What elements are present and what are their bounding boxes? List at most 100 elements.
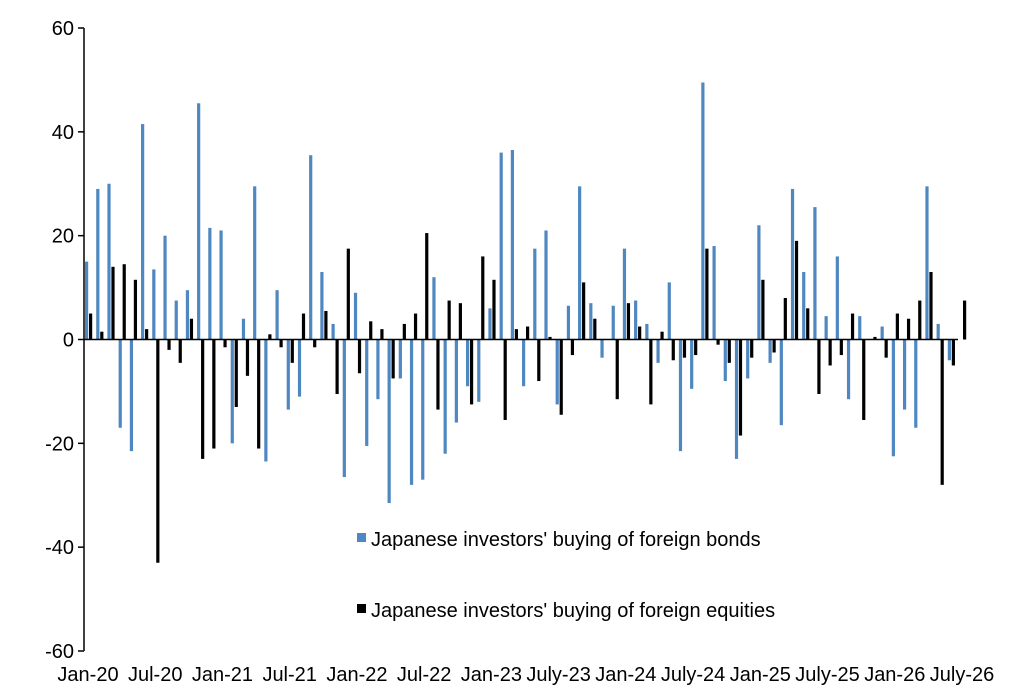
equity-bar <box>133 279 138 340</box>
equity-bar <box>783 297 787 340</box>
bond-bar <box>544 230 548 340</box>
equity-bar <box>929 272 933 340</box>
bond-bar <box>914 339 918 428</box>
x-tick-label: Jan-20 <box>57 664 118 686</box>
bond-bar <box>880 326 884 340</box>
y-tick-label: 40 <box>52 122 74 144</box>
x-tick-label: July-23 <box>526 664 590 686</box>
x-tick-label: Jul-20 <box>128 664 182 686</box>
bond-bar <box>286 339 290 410</box>
bond-bar <box>600 339 604 358</box>
bond-bar <box>241 318 246 340</box>
equity-bar <box>514 329 518 340</box>
bond-bar <box>409 339 414 485</box>
equity-bar <box>234 339 238 407</box>
equity-bar <box>201 339 205 459</box>
equity-bar <box>940 339 944 485</box>
equity-bar <box>369 321 373 340</box>
bond-bar <box>723 339 727 382</box>
y-tick-label: 60 <box>52 18 74 40</box>
bond-bar <box>589 303 593 340</box>
equity-bar <box>357 339 362 374</box>
bond-bar <box>197 103 201 340</box>
bond-bar <box>297 339 302 397</box>
bond-bar <box>309 155 313 340</box>
bond-bar <box>690 339 694 389</box>
equity-bar <box>447 300 451 340</box>
bond-bar <box>174 300 178 340</box>
equity-bar <box>906 318 911 340</box>
bond-bar <box>566 305 571 340</box>
equity-bar <box>346 248 350 340</box>
equity-bar <box>178 339 182 363</box>
equity-bar <box>895 313 899 340</box>
equity-bar <box>682 339 687 358</box>
bond-bar <box>510 150 514 340</box>
equity-bar <box>638 326 642 340</box>
bond-bar <box>813 207 817 340</box>
bond-bar <box>634 300 638 340</box>
equity-bar <box>761 279 765 340</box>
x-tick-label: Jan-22 <box>326 664 387 686</box>
bond-bar <box>768 339 772 363</box>
bond-bar <box>477 339 481 402</box>
x-tick-label: July-25 <box>795 664 859 686</box>
legend-label-bonds: Japanese investors' buying of foreign bo… <box>371 529 761 551</box>
equity-bar <box>862 339 866 420</box>
bond-bar <box>141 124 145 340</box>
equity-bar <box>738 339 743 436</box>
bond-bar <box>275 290 279 340</box>
x-tick-label: Jan-25 <box>730 664 791 686</box>
bond-bar <box>667 282 671 340</box>
y-tick-label: -40 <box>45 537 74 559</box>
equity-bar <box>167 339 171 350</box>
x-tick-label: Jan-26 <box>864 664 925 686</box>
equity-bar <box>391 339 395 379</box>
bond-bar <box>387 339 391 504</box>
x-axis-ticks: Jan-20 Jul-20 Jan-21 Jul-21 Jan-22 Jul-22 Jan-… <box>57 664 994 686</box>
equity-bar <box>380 329 384 340</box>
equity-bar <box>526 326 530 340</box>
bond-bar <box>734 339 739 459</box>
bond-bar <box>118 339 122 428</box>
equity-bar <box>750 339 754 358</box>
bond-bar <box>320 272 324 340</box>
equity-bar <box>839 339 843 356</box>
legend-swatch-bonds <box>357 533 366 542</box>
bond-bar <box>331 323 335 340</box>
bond-bar <box>858 316 862 340</box>
equity-bar <box>537 339 541 382</box>
bond-bar <box>925 186 929 340</box>
bond-bar <box>85 261 89 340</box>
equity-bar <box>279 339 283 348</box>
bond-bar <box>891 339 895 457</box>
bond-bar <box>701 82 705 340</box>
bond-bar <box>432 277 436 340</box>
bond-bar <box>622 248 627 340</box>
equity-bar <box>806 308 810 340</box>
bond-bar <box>488 308 492 340</box>
equity-bar <box>570 339 575 356</box>
bond-bar <box>454 339 458 423</box>
equity-bar <box>503 339 507 420</box>
equity-bar <box>469 339 474 405</box>
bond-bar <box>163 235 167 340</box>
bond-bar <box>107 183 111 340</box>
bond-bar <box>947 339 951 361</box>
bond-bar <box>555 339 559 405</box>
x-tick-label: Jan-24 <box>595 664 656 686</box>
equity-bar <box>794 240 799 340</box>
equity-bar <box>111 266 115 340</box>
bond-bar <box>465 339 470 387</box>
equity-bar <box>963 300 967 340</box>
bond-bar <box>129 339 134 452</box>
equity-bar <box>290 339 294 363</box>
legend: Japanese investors' buying of foreign bo… <box>357 529 775 622</box>
equity-bar <box>100 331 104 340</box>
equity-bar <box>301 313 306 340</box>
equity-bar <box>189 318 194 340</box>
bond-bar <box>376 339 380 400</box>
y-tick-label: -60 <box>45 641 74 663</box>
x-tick-label: Jul-21 <box>262 664 316 686</box>
equity-bar <box>817 339 821 395</box>
